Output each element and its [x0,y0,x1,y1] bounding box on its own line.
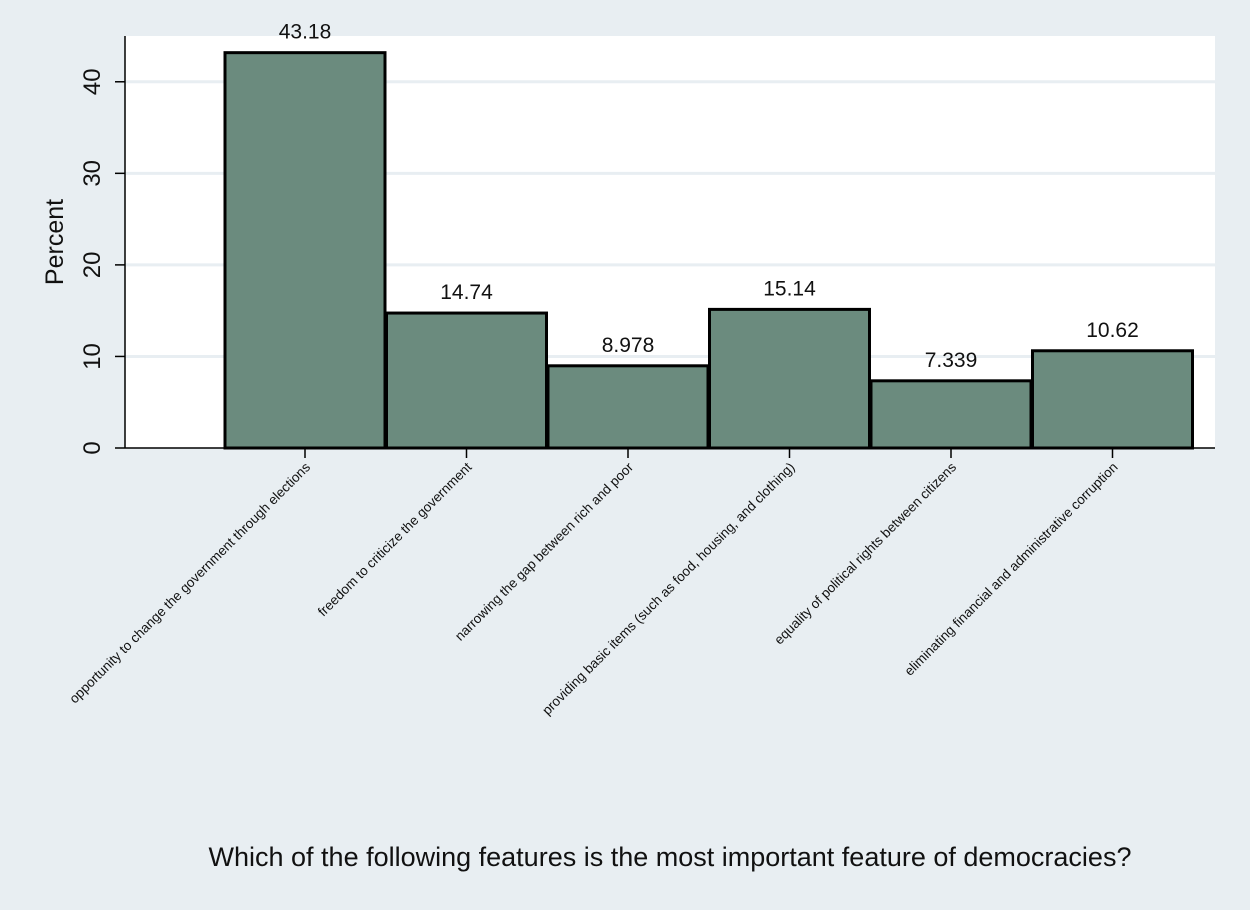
bar-value-label: 43.18 [279,21,332,44]
x-category-label: providing basic items (such as food, hou… [539,460,797,718]
y-tick-label: 30 [79,160,106,187]
bar-value-label: 10.62 [1086,319,1139,342]
y-tick-label: 10 [79,343,106,370]
bar-value-label: 7.339 [925,349,978,372]
x-category-label: opportunity to change the government thr… [66,459,313,706]
y-axis-title: Percent [41,199,69,285]
bar [546,364,710,450]
bar-value-label: 8.978 [602,334,655,357]
bar [1031,349,1194,450]
bar-value-label: 14.74 [440,281,493,304]
axes: 0 10 20 30 40 [79,36,1215,458]
bar-value-label: 15.14 [763,277,816,300]
x-category-label: narrowing the gap between rich and poor [452,459,636,643]
x-axis-title: Which of the following features is the m… [209,842,1132,872]
bar [385,311,548,450]
bar [869,379,1033,450]
y-tick-label: 40 [79,68,106,95]
y-tick-label: 0 [79,441,106,454]
x-category-label: equality of political rights between cit… [771,459,959,647]
bars [223,51,1194,450]
y-tick-label: 20 [79,252,106,279]
bar [223,51,387,450]
x-category-label: freedom to criticize the government [315,459,475,619]
bar [708,307,871,450]
